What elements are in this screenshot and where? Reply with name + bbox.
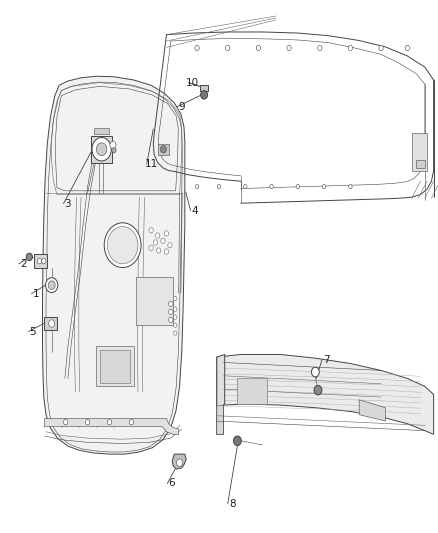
Text: 8: 8: [229, 499, 236, 508]
Polygon shape: [416, 160, 425, 168]
Circle shape: [64, 419, 68, 425]
Text: 9: 9: [178, 102, 185, 111]
Circle shape: [156, 248, 161, 253]
Circle shape: [173, 307, 177, 311]
Circle shape: [160, 146, 166, 153]
Circle shape: [173, 331, 177, 335]
Polygon shape: [217, 354, 225, 434]
Circle shape: [405, 45, 410, 51]
Circle shape: [173, 315, 177, 319]
Text: 7: 7: [323, 355, 330, 365]
Circle shape: [112, 148, 116, 153]
Circle shape: [48, 281, 55, 289]
Circle shape: [173, 323, 177, 327]
Polygon shape: [34, 254, 47, 268]
Circle shape: [161, 238, 165, 244]
Polygon shape: [100, 350, 130, 383]
Text: 3: 3: [64, 199, 71, 208]
Circle shape: [349, 184, 352, 189]
Polygon shape: [136, 277, 173, 325]
Circle shape: [42, 259, 46, 264]
Polygon shape: [412, 133, 427, 171]
Text: 2: 2: [20, 259, 27, 269]
Circle shape: [256, 45, 261, 51]
Text: 1: 1: [32, 289, 39, 298]
Polygon shape: [94, 128, 109, 134]
Polygon shape: [217, 405, 223, 434]
Circle shape: [153, 240, 158, 245]
Circle shape: [322, 184, 326, 189]
Text: 4: 4: [191, 206, 198, 215]
Circle shape: [173, 296, 177, 301]
Circle shape: [168, 243, 172, 248]
Circle shape: [177, 459, 183, 466]
Text: 11: 11: [145, 159, 158, 169]
Polygon shape: [96, 346, 134, 386]
Circle shape: [169, 317, 173, 322]
Polygon shape: [359, 400, 385, 421]
Circle shape: [311, 367, 319, 377]
Text: 10: 10: [186, 78, 199, 87]
Polygon shape: [158, 144, 169, 155]
Polygon shape: [200, 85, 208, 91]
Circle shape: [107, 419, 112, 425]
Polygon shape: [44, 317, 57, 330]
Circle shape: [318, 45, 322, 51]
Circle shape: [155, 233, 160, 238]
Circle shape: [85, 419, 90, 425]
Polygon shape: [237, 378, 267, 404]
Text: 5: 5: [29, 327, 36, 336]
Circle shape: [149, 245, 153, 251]
Circle shape: [149, 228, 153, 233]
Circle shape: [49, 320, 55, 327]
Circle shape: [287, 45, 291, 51]
Circle shape: [233, 436, 241, 446]
Circle shape: [96, 143, 107, 156]
Circle shape: [46, 278, 58, 293]
Circle shape: [314, 385, 322, 395]
Circle shape: [92, 138, 111, 161]
Polygon shape: [91, 136, 112, 163]
Circle shape: [348, 45, 353, 51]
Circle shape: [37, 259, 42, 264]
Circle shape: [164, 249, 169, 254]
Circle shape: [104, 223, 141, 268]
Circle shape: [201, 91, 208, 99]
Circle shape: [26, 253, 32, 261]
Circle shape: [169, 301, 173, 306]
Circle shape: [129, 419, 134, 425]
Circle shape: [270, 184, 273, 189]
Circle shape: [296, 184, 300, 189]
Circle shape: [195, 184, 199, 189]
Circle shape: [164, 231, 169, 236]
Polygon shape: [45, 418, 179, 434]
Circle shape: [379, 45, 383, 51]
Circle shape: [226, 45, 230, 51]
Circle shape: [110, 141, 116, 149]
Circle shape: [169, 309, 173, 314]
Polygon shape: [42, 76, 185, 454]
Circle shape: [244, 184, 247, 189]
Circle shape: [217, 184, 221, 189]
Polygon shape: [172, 454, 186, 469]
Polygon shape: [217, 354, 434, 434]
Circle shape: [107, 227, 138, 264]
Text: 6: 6: [168, 479, 175, 488]
Circle shape: [195, 45, 199, 51]
